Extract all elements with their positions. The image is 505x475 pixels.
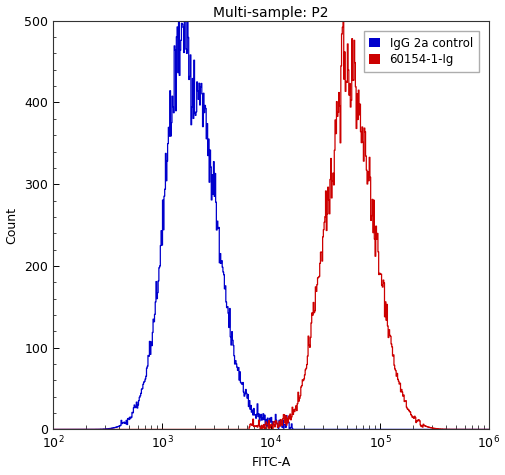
Title: Multi-sample: P2: Multi-sample: P2	[213, 6, 328, 19]
Legend: IgG 2a control, 60154-1-Ig: IgG 2a control, 60154-1-Ig	[363, 31, 478, 72]
X-axis label: FITC-A: FITC-A	[251, 456, 290, 469]
Y-axis label: Count: Count	[6, 207, 19, 244]
